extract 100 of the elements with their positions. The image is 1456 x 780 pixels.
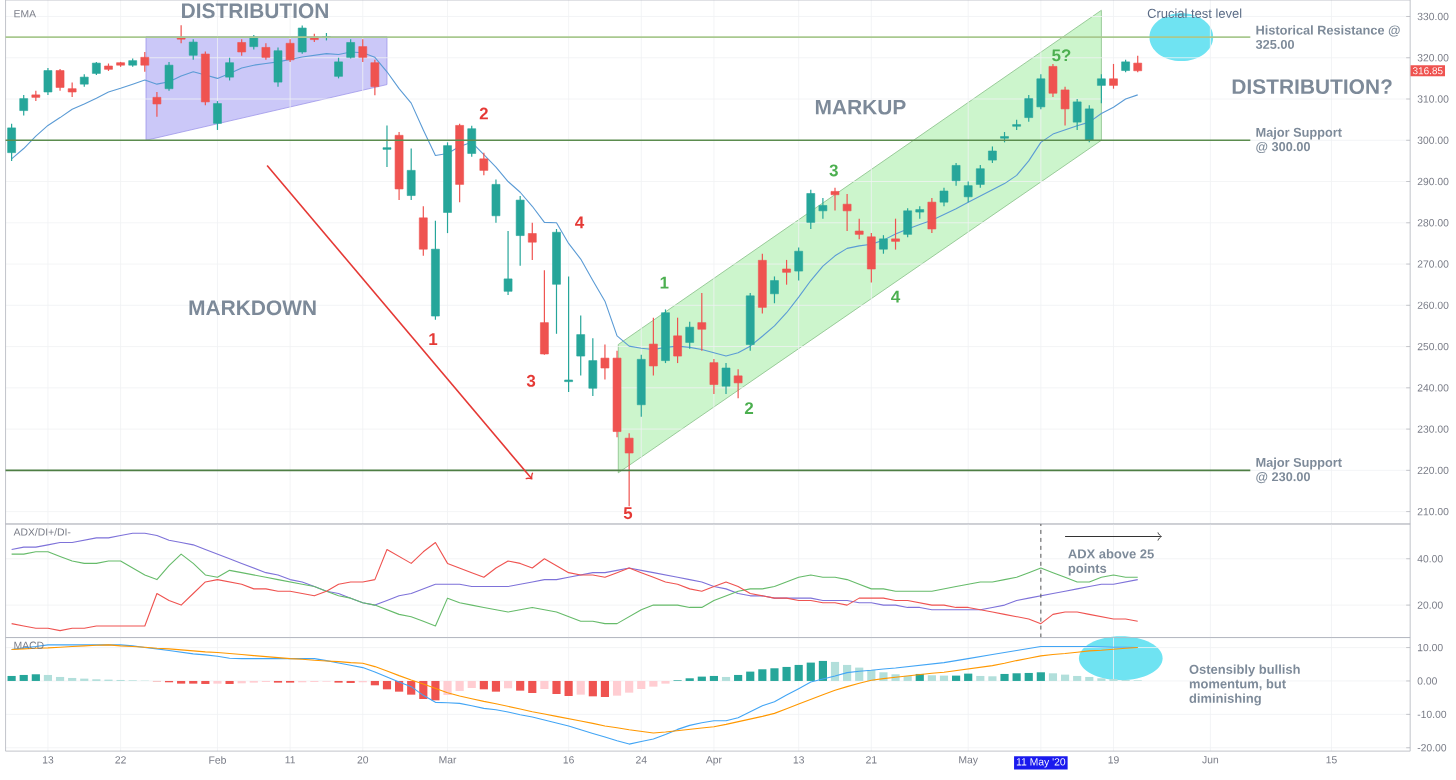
candlestick	[503, 230, 513, 297]
annotation: 2	[479, 108, 488, 120]
candlestick	[661, 309, 670, 365]
annotation: 3	[829, 164, 838, 177]
candlestick	[213, 100, 222, 132]
candlestick	[1097, 74, 1106, 105]
bar	[1024, 673, 1033, 682]
candlestick	[951, 162, 961, 187]
bar	[1036, 672, 1045, 682]
candlestick	[455, 123, 464, 204]
bar	[649, 681, 658, 688]
candlestick	[770, 276, 779, 305]
bar	[843, 665, 852, 682]
bar	[734, 675, 743, 682]
annotation: MARKDOWN	[189, 300, 316, 316]
annotation: 5	[623, 507, 633, 520]
candlestick	[673, 317, 682, 365]
candlestick	[758, 253, 767, 315]
candlestick	[697, 292, 707, 352]
annotation: DISTRIBUTION?	[1232, 79, 1392, 95]
bar	[1000, 674, 1009, 682]
bar	[7, 676, 16, 682]
candlestick	[419, 206, 428, 257]
candlestick	[443, 142, 452, 235]
bar	[382, 681, 392, 690]
candlestick	[55, 68, 65, 92]
candlestick	[963, 181, 973, 204]
candlestick	[273, 47, 283, 88]
candlestick	[721, 362, 731, 396]
annotation: 4	[891, 291, 901, 303]
candlestick	[297, 25, 307, 55]
bar	[988, 676, 997, 682]
bar	[600, 681, 610, 698]
annotation: 2	[744, 402, 754, 415]
candlestick	[43, 67, 53, 96]
candlestick	[382, 125, 392, 169]
candlestick	[527, 222, 537, 262]
candlestick	[624, 433, 634, 508]
bar	[637, 681, 646, 690]
bar	[455, 681, 464, 692]
bar	[564, 681, 573, 697]
candlestick	[394, 131, 404, 202]
bar	[479, 681, 488, 690]
candlestick	[939, 187, 949, 208]
candlestick	[152, 91, 162, 118]
annotation: 1	[660, 277, 669, 289]
candlestick	[188, 39, 198, 61]
candlestick	[842, 193, 852, 233]
candlestick	[891, 218, 900, 251]
annotation: 4	[575, 217, 585, 229]
candlestick	[552, 228, 561, 335]
candlestick	[358, 39, 368, 63]
candlestick	[406, 148, 416, 202]
bar	[31, 674, 40, 682]
candlestick	[431, 220, 440, 321]
candlestick	[261, 43, 271, 61]
candlestick	[709, 358, 719, 396]
bar	[830, 662, 840, 682]
annotation: MARKUP	[815, 100, 906, 116]
bar	[964, 674, 973, 682]
bar	[1060, 675, 1070, 682]
bar	[1073, 676, 1082, 682]
candlestick	[649, 317, 658, 377]
annotation: 3	[526, 375, 536, 388]
candlestick	[140, 51, 150, 73]
bar	[976, 676, 985, 682]
annotation: 5?	[1052, 49, 1071, 62]
candlestick	[636, 354, 646, 418]
bar	[552, 681, 561, 695]
candlestick	[830, 187, 840, 212]
bar	[1048, 673, 1058, 682]
bar	[540, 681, 549, 690]
candlestick	[225, 57, 234, 82]
annotation: DISTRIBUTION	[182, 3, 328, 19]
candlestick	[733, 369, 743, 400]
bar	[1012, 673, 1021, 682]
candlestick	[540, 270, 549, 356]
bar	[528, 681, 537, 694]
bar	[939, 676, 949, 682]
candlestick	[1109, 63, 1118, 90]
candlestick	[685, 321, 694, 350]
candlestick	[794, 247, 803, 282]
bar	[588, 681, 597, 697]
candlestick	[285, 39, 295, 63]
bar	[746, 672, 755, 682]
bar	[625, 681, 634, 694]
candlestick	[201, 51, 210, 107]
candlestick	[334, 57, 343, 80]
bar	[516, 681, 525, 692]
bar	[806, 663, 815, 682]
bar	[443, 681, 452, 696]
candlestick	[346, 39, 355, 60]
candlestick	[576, 315, 586, 377]
candlestick	[491, 179, 501, 224]
bar	[612, 681, 622, 697]
annotation: 1	[429, 333, 438, 346]
candlestick	[588, 338, 598, 398]
candlestick	[515, 195, 525, 267]
bar	[952, 676, 961, 682]
bar	[794, 665, 803, 682]
